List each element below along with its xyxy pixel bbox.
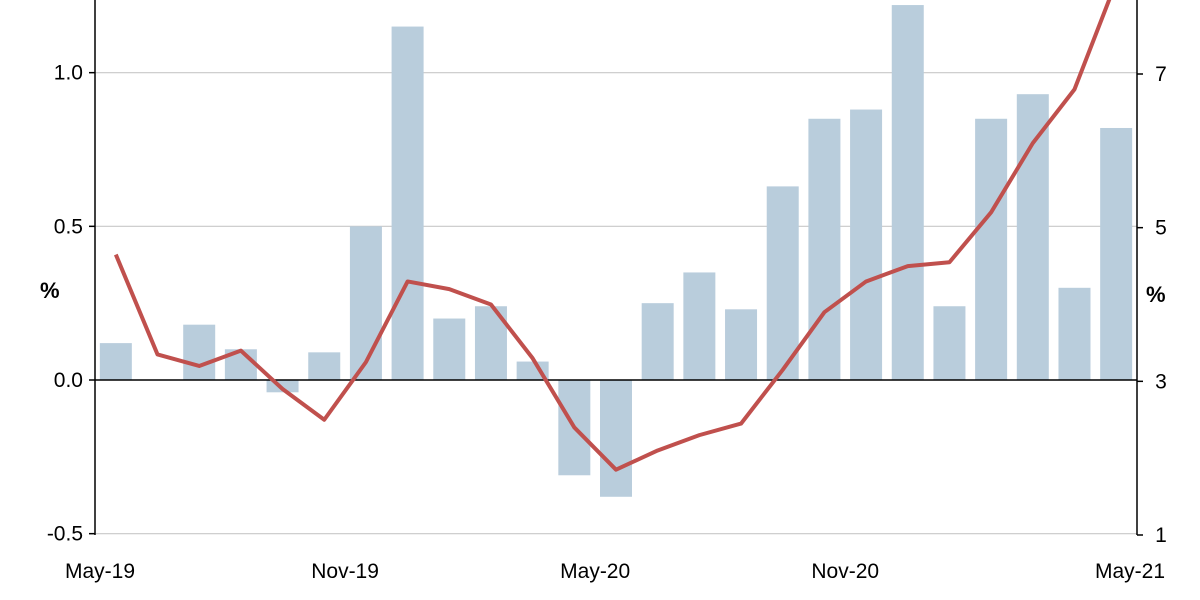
x-axis-ticks: May-19 Nov-19 May-20 Nov-20 May-21	[65, 560, 1165, 583]
bar	[433, 318, 466, 380]
bar	[933, 306, 966, 380]
bar	[99, 343, 132, 380]
bar	[391, 26, 424, 381]
bar	[808, 118, 841, 381]
gridlines	[95, 72, 1137, 535]
bar	[308, 352, 341, 380]
bar	[1100, 127, 1133, 380]
right-tick-label: 1	[1155, 524, 1167, 547]
bar	[725, 309, 758, 380]
bar	[891, 5, 924, 380]
x-tick-label: May-19	[65, 560, 135, 583]
x-tick-label: May-21	[1095, 560, 1165, 583]
right-tick-label: 7	[1155, 63, 1167, 86]
x-tick-label: Nov-20	[811, 560, 879, 583]
left-tick-label: 0.0	[54, 369, 83, 392]
bar	[1016, 94, 1049, 381]
left-tick-label: 1.0	[54, 62, 83, 85]
bar	[600, 380, 632, 497]
line-series	[113, 0, 1112, 472]
bar	[641, 303, 674, 380]
left-axis-label: %	[40, 278, 60, 303]
bar	[850, 109, 883, 381]
right-axis-label: %	[1146, 282, 1166, 307]
bar	[766, 186, 799, 380]
bar-series	[99, 5, 1133, 497]
bar	[183, 324, 216, 380]
x-tick-label: May-20	[560, 560, 630, 583]
right-tick-label: 3	[1155, 370, 1167, 393]
bar	[975, 118, 1008, 381]
right-tick-label: 5	[1155, 217, 1167, 240]
x-tick-label: Nov-19	[311, 560, 379, 583]
bar	[1058, 287, 1091, 380]
right-axis-ticks: 1 3 5 7	[1137, 63, 1167, 547]
left-axis-ticks: -0.5 0.0 0.5 1.0	[47, 62, 95, 546]
left-tick-label: -0.5	[47, 523, 83, 546]
bar	[683, 272, 716, 380]
left-tick-label: 0.5	[54, 215, 83, 238]
bar	[349, 226, 382, 380]
